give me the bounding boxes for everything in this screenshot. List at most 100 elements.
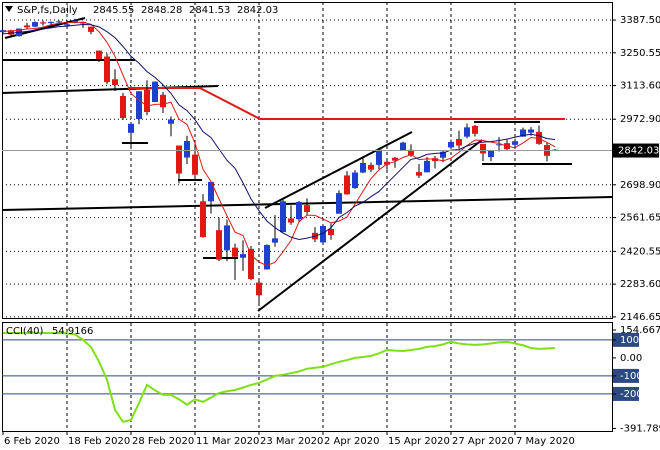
candle-body — [40, 22, 46, 24]
resistance-line — [128, 87, 565, 120]
y-tick-label: -100 — [620, 371, 643, 382]
candle-body — [104, 56, 110, 83]
candle-body — [376, 149, 382, 165]
candle-body — [136, 91, 142, 119]
x-tick-label: 2 Apr 2020 — [324, 436, 379, 447]
candle-body — [32, 22, 38, 27]
candle-body — [224, 225, 230, 251]
candle-body — [88, 26, 94, 32]
y-tick-label: 2146.65 — [620, 312, 660, 323]
candle-body — [408, 149, 414, 156]
candle-body — [96, 50, 102, 59]
candle-body — [200, 201, 206, 238]
info-value: 2841.53 — [189, 5, 230, 16]
x-tick-label: 18 Feb 2020 — [68, 436, 130, 447]
candle-body — [128, 123, 134, 133]
candle-body — [8, 30, 14, 35]
candle-body — [424, 160, 430, 173]
info-value: 2842.03 — [237, 5, 278, 16]
candle-body — [464, 127, 470, 137]
indicator-value: 54.9166 — [52, 326, 93, 337]
candle-body — [496, 144, 502, 146]
candle-body — [152, 81, 158, 102]
price-box — [613, 143, 659, 158]
candle-body — [328, 229, 334, 235]
y-tick-label: 2698.90 — [620, 180, 660, 191]
y-tick-label: 0.00 — [620, 353, 642, 364]
candle-body — [48, 21, 54, 24]
indicator-line — [2, 331, 556, 424]
candle-body — [536, 131, 542, 144]
candle-body — [248, 248, 254, 280]
x-tick-label: 7 May 2020 — [516, 436, 575, 447]
candle-body — [384, 161, 390, 165]
candle-body — [64, 24, 70, 26]
x-tick-label: 6 Feb 2020 — [4, 436, 60, 447]
y-tick-label: 2283.60 — [620, 279, 660, 290]
y-tick-label: -391.789 — [620, 424, 660, 435]
candle-body — [320, 225, 326, 243]
candle-body — [392, 157, 398, 161]
y-tick-label: 2420.55 — [620, 246, 660, 257]
candle-body — [216, 230, 222, 260]
y-tick-label: -200 — [620, 389, 643, 400]
y-tick-label: 100 — [620, 335, 639, 346]
price-label: 2842.03 — [618, 146, 659, 157]
candle-body — [344, 175, 350, 195]
trend-line — [257, 139, 483, 312]
y-tick-label: 3387.50 — [620, 15, 660, 26]
candle-body — [192, 154, 198, 175]
candle-body — [512, 141, 518, 145]
candle-body — [24, 25, 30, 28]
x-tick-label: 11 Mar 2020 — [196, 436, 259, 447]
x-tick-label: 27 Apr 2020 — [452, 436, 514, 447]
candle-body — [472, 125, 478, 134]
trend-lines — [1, 17, 613, 312]
candle-body — [72, 20, 78, 24]
info-value: 2845.55 — [93, 5, 134, 16]
candle-body — [280, 201, 286, 233]
candle-body — [160, 94, 166, 108]
candle-body — [336, 193, 342, 214]
candle-body — [368, 164, 374, 170]
y-tick-label: 2972.90 — [620, 114, 660, 125]
x-tick-label: 15 Apr 2020 — [388, 436, 450, 447]
y-tick-label: 3250.55 — [620, 48, 660, 59]
indicator-name: CCI(40) — [6, 326, 44, 337]
candle-body — [440, 151, 446, 158]
level-box — [613, 332, 639, 347]
x-tick-label: 28 Feb 2020 — [132, 436, 194, 447]
level-box — [613, 386, 639, 401]
candle-body — [264, 245, 270, 270]
indicator-panel — [2, 322, 613, 432]
trend-line — [264, 131, 413, 209]
marks — [0, 18, 612, 424]
candle-body — [56, 21, 62, 23]
candle-body — [168, 119, 174, 124]
candle-body — [528, 129, 534, 133]
price-panel — [2, 2, 613, 319]
level-box — [613, 368, 639, 383]
info-value: 2848.28 — [141, 5, 182, 16]
candle-body — [240, 254, 246, 258]
chart-title: S&P,fs,Daily — [17, 5, 78, 16]
candle-body — [352, 172, 358, 189]
candle-body — [256, 282, 262, 296]
candle-body — [112, 79, 118, 86]
moving-average — [2, 23, 556, 241]
y-tick-label: 3113.60 — [620, 81, 660, 92]
candle-body — [296, 201, 302, 220]
candle-body — [288, 218, 294, 223]
candle-body — [360, 162, 366, 173]
candle-body — [208, 181, 214, 202]
candle-body — [144, 89, 150, 113]
menu-triangle — [5, 6, 13, 12]
candle-body — [304, 205, 310, 213]
candle-body — [488, 150, 494, 158]
candle-body — [272, 238, 278, 243]
candle-body — [480, 143, 486, 154]
candle-body — [400, 142, 406, 151]
x-tick-label: 23 Mar 2020 — [260, 436, 323, 447]
candle-body — [448, 141, 454, 148]
candle-body — [120, 96, 126, 119]
